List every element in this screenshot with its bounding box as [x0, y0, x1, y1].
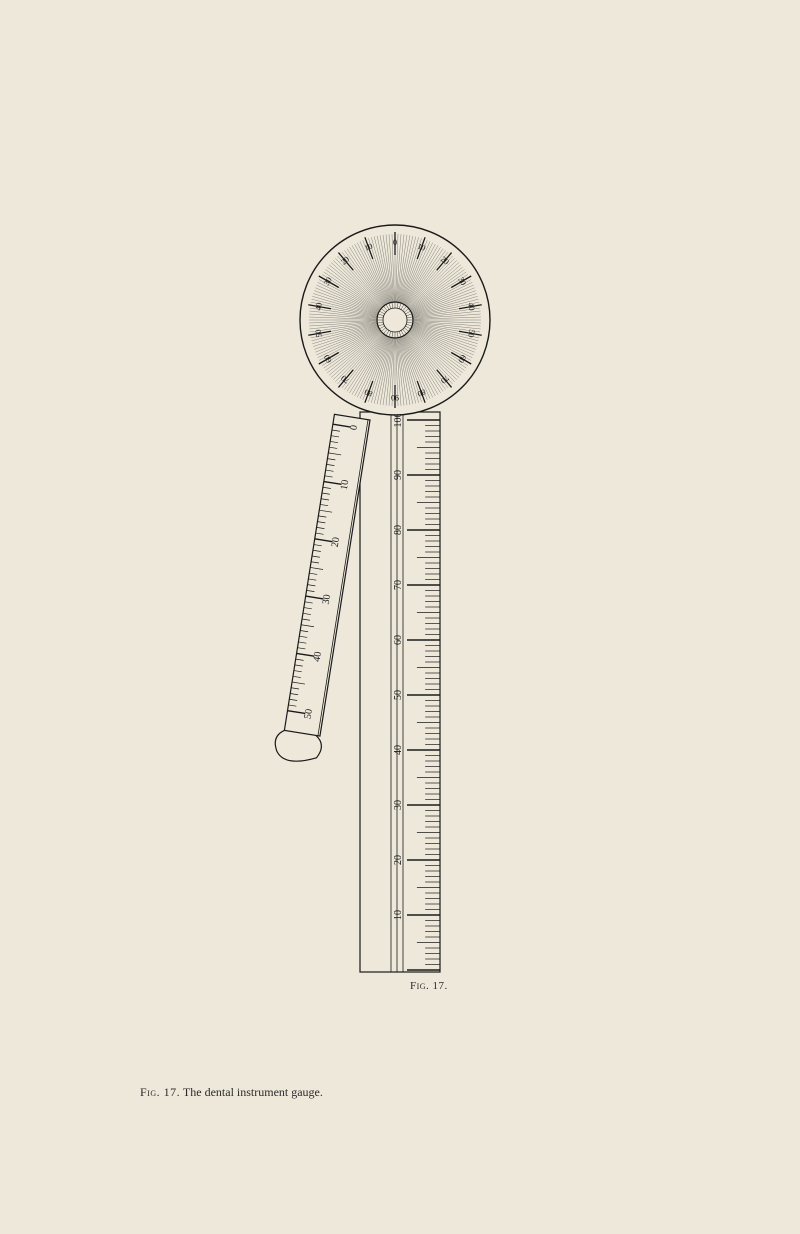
- svg-text:40: 40: [466, 302, 476, 311]
- figure-caption: Fig. 17. The dental instrument gauge.: [140, 1085, 323, 1100]
- svg-text:50: 50: [314, 329, 324, 338]
- svg-text:80: 80: [393, 525, 404, 535]
- figure-label: Fig. 17.: [410, 980, 448, 992]
- svg-text:90: 90: [393, 470, 404, 480]
- figure-caption-text: The dental instrument gauge.: [183, 1085, 323, 1099]
- svg-text:50: 50: [466, 329, 476, 338]
- svg-text:70: 70: [393, 580, 404, 590]
- svg-text:30: 30: [321, 594, 333, 606]
- svg-text:50: 50: [303, 708, 315, 720]
- svg-text:10: 10: [393, 910, 404, 920]
- svg-text:40: 40: [312, 651, 324, 663]
- svg-text:0: 0: [393, 238, 397, 247]
- svg-text:60: 60: [393, 635, 404, 645]
- svg-text:30: 30: [393, 800, 404, 810]
- svg-text:20: 20: [330, 536, 342, 548]
- page: 1020304050607080901000102030405001020304…: [0, 0, 800, 1234]
- gauge-svg: 1020304050607080901000102030405001020304…: [255, 220, 535, 980]
- svg-text:20: 20: [393, 855, 404, 865]
- svg-text:40: 40: [314, 302, 324, 311]
- figure-caption-number: Fig. 17.: [140, 1085, 180, 1099]
- svg-text:50: 50: [393, 690, 404, 700]
- svg-text:90: 90: [391, 393, 399, 402]
- svg-text:10: 10: [339, 479, 351, 491]
- gauge-figure: 1020304050607080901000102030405001020304…: [255, 220, 535, 980]
- svg-text:40: 40: [393, 745, 404, 755]
